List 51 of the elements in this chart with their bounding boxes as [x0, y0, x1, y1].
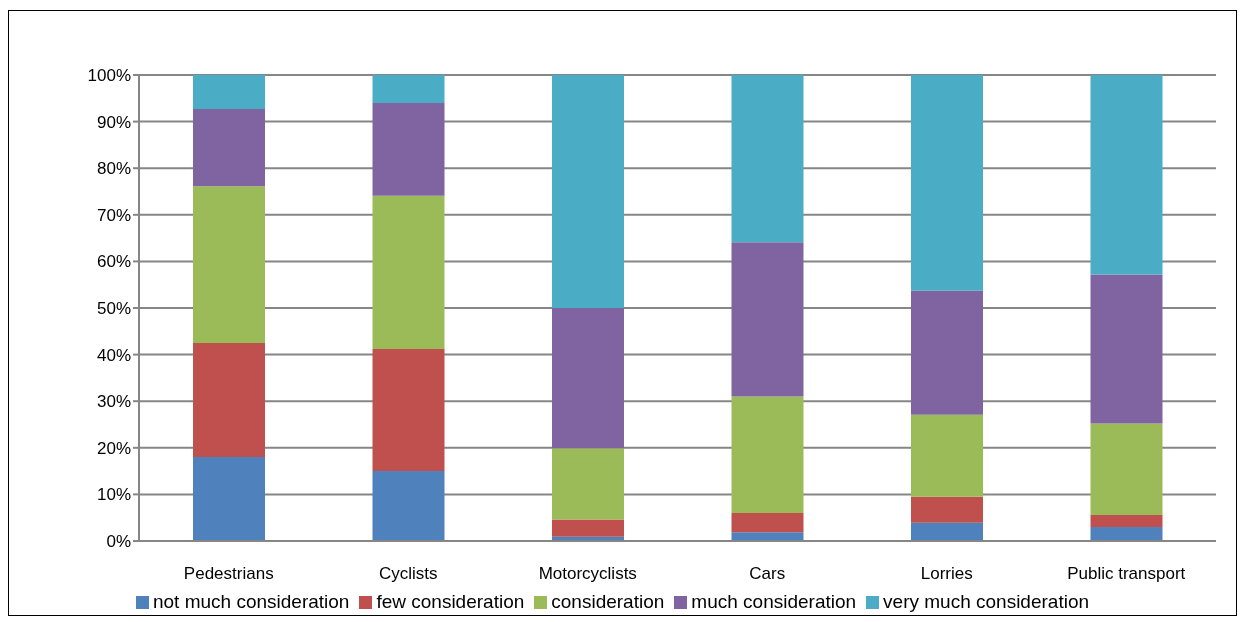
bar [193, 342, 265, 458]
y-tick-label: 60% [96, 252, 131, 272]
y-tick-label: 30% [96, 392, 131, 412]
bar [372, 349, 445, 472]
x-tick-label: Pedestrians [183, 564, 274, 584]
bar [372, 75, 445, 103]
y-tick-label: 70% [96, 205, 131, 225]
legend-label: few consideration [376, 591, 525, 612]
bar [372, 102, 445, 196]
x-tick-label: Motorcyclists [538, 564, 637, 584]
y-tick-label: 80% [96, 159, 131, 179]
bar [1090, 423, 1163, 515]
bar [911, 290, 983, 415]
bar [911, 75, 983, 291]
bar [731, 396, 804, 514]
bar [911, 496, 983, 523]
bar [1090, 514, 1163, 528]
bar [731, 513, 804, 533]
bar [552, 308, 624, 449]
bar [1090, 75, 1163, 275]
legend-label: very much consideration [883, 591, 1090, 612]
x-tick-label: Cars [749, 564, 786, 584]
y-tick-label: 100% [87, 66, 131, 86]
bar [731, 532, 804, 541]
y-tick-label: 50% [96, 299, 131, 319]
bar [193, 457, 265, 541]
y-tick-label: 40% [96, 345, 131, 365]
bar [731, 75, 804, 243]
legend-label: consideration [551, 591, 665, 612]
legend-label: much consideration [691, 591, 857, 612]
bar [193, 186, 265, 343]
bar [372, 471, 445, 541]
x-tick-label: Cyclists [378, 564, 438, 584]
bar [372, 195, 445, 350]
x-tick-label: Lorries [920, 564, 973, 584]
y-tick-label: 10% [96, 485, 131, 505]
y-tick-label: 90% [96, 112, 131, 132]
x-tick-label: Public transport [1067, 564, 1186, 584]
bar [1090, 274, 1163, 424]
bar [552, 75, 624, 308]
y-tick-label: 20% [96, 438, 131, 458]
bar [193, 75, 265, 110]
bar [552, 519, 624, 537]
bar [552, 448, 624, 520]
bar [911, 414, 983, 497]
legend-label: not much consideration [152, 591, 350, 612]
bar [1090, 527, 1163, 541]
bar [731, 242, 804, 397]
bar [193, 109, 265, 187]
y-tick-label: 0% [106, 532, 131, 552]
bar [911, 522, 983, 541]
